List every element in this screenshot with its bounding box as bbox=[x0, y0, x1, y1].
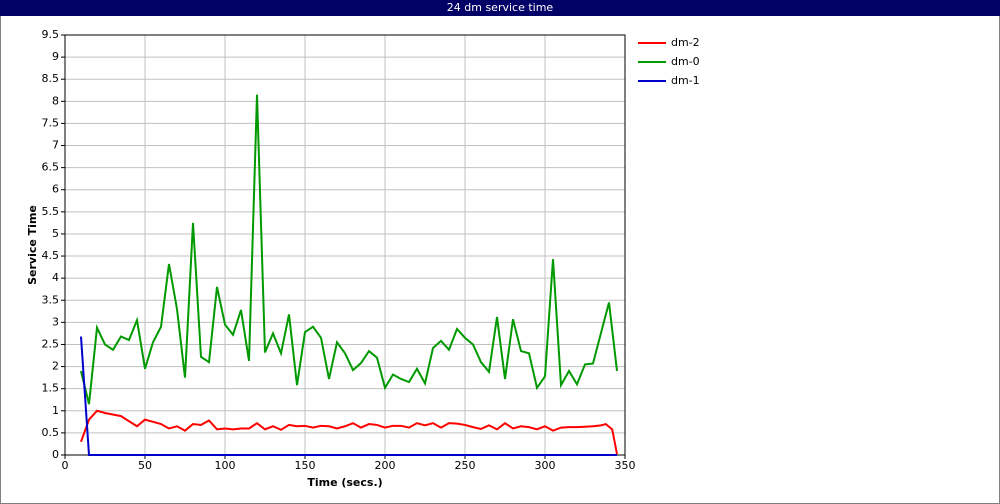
y-tick-label: 5.5 bbox=[42, 205, 60, 218]
legend-label: dm-2 bbox=[671, 36, 700, 49]
x-tick-label: 0 bbox=[62, 459, 69, 472]
y-tick-label: 4.5 bbox=[42, 249, 60, 262]
legend-label: dm-1 bbox=[671, 74, 700, 87]
y-tick-label: 6 bbox=[52, 183, 59, 196]
y-tick-label: 3.5 bbox=[42, 293, 60, 306]
y-tick-label: 8 bbox=[52, 94, 59, 107]
legend-label: dm-0 bbox=[671, 55, 700, 68]
y-tick-label: 1.5 bbox=[42, 382, 60, 395]
x-tick-label: 350 bbox=[615, 459, 636, 472]
x-tick-label: 50 bbox=[138, 459, 152, 472]
x-tick-label: 200 bbox=[375, 459, 396, 472]
y-tick-label: 9 bbox=[52, 50, 59, 63]
y-tick-label: 8.5 bbox=[42, 72, 60, 85]
x-axis-label: Time (secs.) bbox=[307, 476, 382, 489]
y-axis-label: Service Time bbox=[26, 205, 39, 285]
series-line bbox=[80, 336, 617, 456]
x-tick-label: 150 bbox=[295, 459, 316, 472]
y-tick-label: 0.5 bbox=[42, 426, 60, 439]
y-tick-label: 6.5 bbox=[42, 161, 60, 174]
y-tick-label: 2 bbox=[52, 360, 59, 373]
y-tick-label: 0 bbox=[52, 448, 59, 461]
y-tick-label: 3 bbox=[52, 315, 59, 328]
y-tick-label: 4 bbox=[52, 271, 59, 284]
chart-title: 24 dm service time bbox=[447, 1, 554, 14]
title-bar bbox=[0, 0, 1000, 16]
y-tick-label: 1 bbox=[52, 404, 59, 417]
x-tick-label: 100 bbox=[215, 459, 236, 472]
y-tick-label: 5 bbox=[52, 227, 59, 240]
series-line bbox=[80, 94, 618, 405]
series-line bbox=[80, 409, 618, 455]
y-tick-label: 7.5 bbox=[42, 116, 60, 129]
y-tick-label: 7 bbox=[52, 139, 59, 152]
y-tick-label: 9.5 bbox=[42, 28, 60, 41]
y-tick-label: 2.5 bbox=[42, 337, 60, 350]
x-tick-label: 250 bbox=[455, 459, 476, 472]
x-tick-label: 300 bbox=[535, 459, 556, 472]
